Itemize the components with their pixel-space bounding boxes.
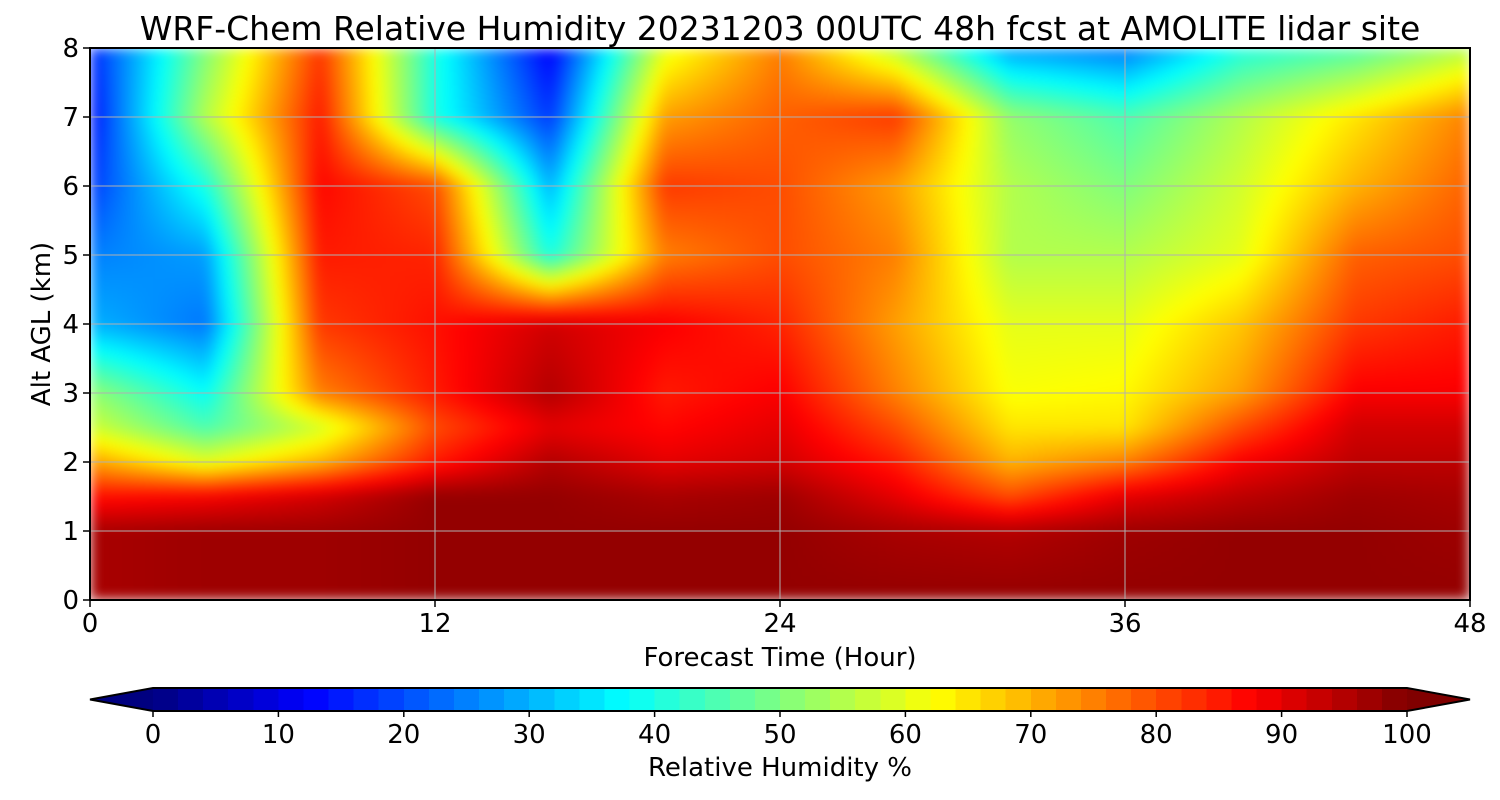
y-tick-label: 1 <box>62 517 79 547</box>
colorbar-tick-label: 70 <box>1014 720 1047 750</box>
colorbar-tick-label: 60 <box>889 720 922 750</box>
colorbar-tick-label: 20 <box>387 720 420 750</box>
colorbar-tick-label: 80 <box>1140 720 1173 750</box>
y-tick-label: 7 <box>62 103 79 133</box>
x-tick-label: 48 <box>1453 609 1486 639</box>
x-tick-label: 24 <box>763 609 796 639</box>
y-tick-label: 4 <box>62 310 79 340</box>
colorbar-extend-high <box>1407 688 1470 711</box>
colorbar-extend-low <box>90 688 153 711</box>
plot-area <box>89 47 1471 601</box>
colorbar-tick-label: 90 <box>1265 720 1298 750</box>
y-axis-label: Alt AGL (km) <box>27 242 57 406</box>
x-axis: 0 12 24 36 48 <box>82 600 1487 639</box>
y-tick-label: 8 <box>62 34 79 64</box>
x-axis-label: Forecast Time (Hour) <box>643 643 916 673</box>
colorbar-tick-label: 30 <box>513 720 546 750</box>
colorbar-tick-label: 100 <box>1382 720 1432 750</box>
y-tick-label: 6 <box>62 172 79 202</box>
x-tick-label: 36 <box>1108 609 1141 639</box>
colorbar-tick-label: 40 <box>638 720 671 750</box>
colorbar-gradient <box>153 688 1407 711</box>
y-tick-label: 3 <box>62 379 79 409</box>
colorbar-tick-label: 0 <box>145 720 162 750</box>
colorbar-ticks: 0 10 20 30 40 50 60 70 80 90 100 <box>145 711 1432 750</box>
y-tick-label: 5 <box>62 241 79 271</box>
y-tick-label: 2 <box>62 448 79 478</box>
chart-title: WRF-Chem Relative Humidity 20231203 00UT… <box>140 9 1421 48</box>
y-tick-label: 0 <box>62 586 79 616</box>
colorbar-label: Relative Humidity % <box>648 753 912 783</box>
y-axis: 0 1 2 3 4 5 6 7 8 <box>62 34 90 616</box>
x-tick-label: 12 <box>418 609 451 639</box>
colorbar: 0 10 20 30 40 50 60 70 80 90 100 Relative Humidity… <box>89 687 1471 783</box>
colorbar-tick-label: 10 <box>262 720 295 750</box>
grid-lines <box>90 48 1470 600</box>
x-tick-label: 0 <box>82 609 99 639</box>
colorbar-tick-label: 50 <box>763 720 796 750</box>
